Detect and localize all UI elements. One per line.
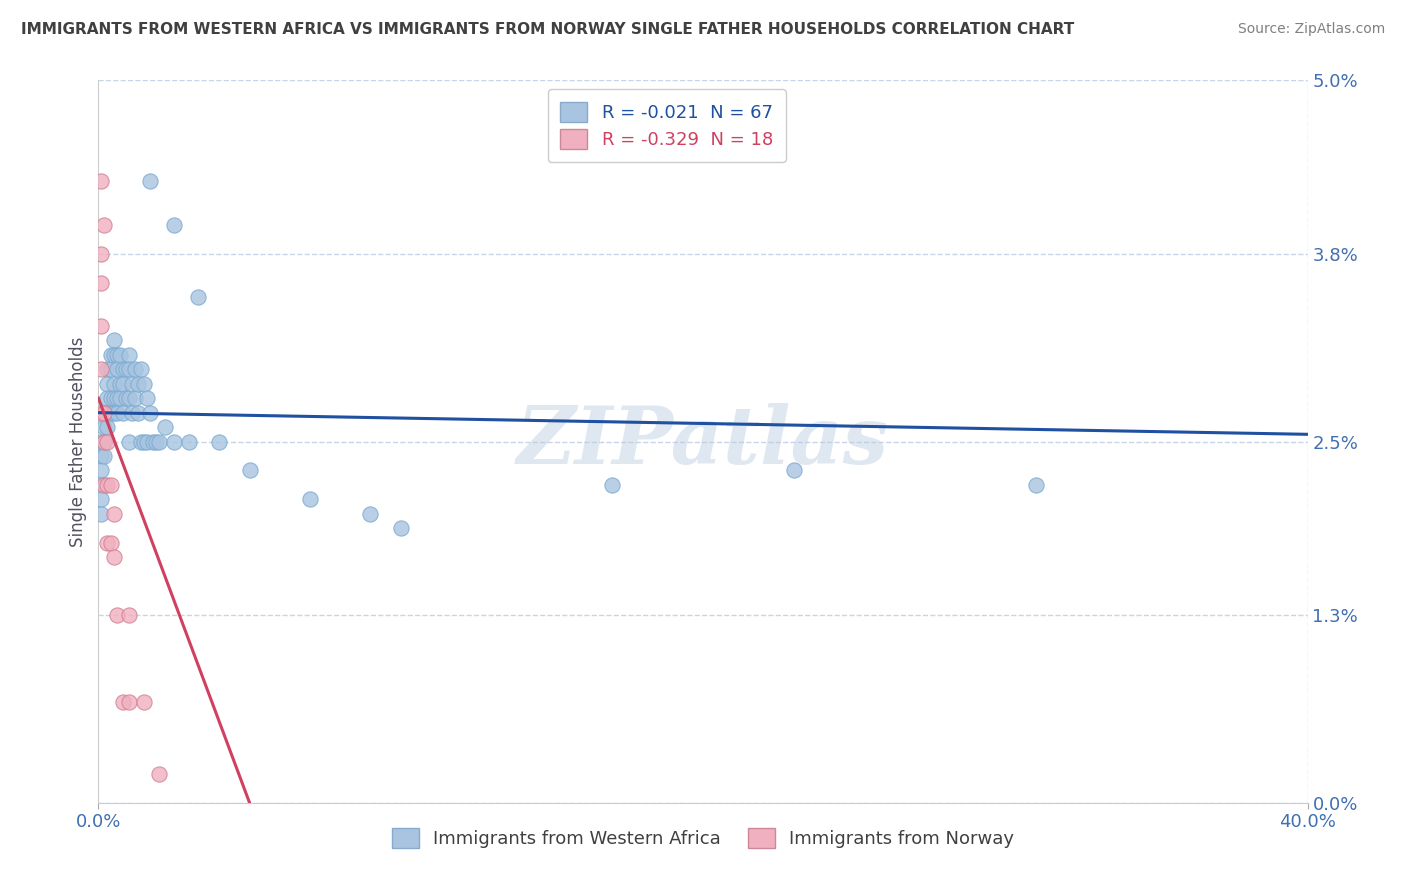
- Point: [90, 478, 112, 492]
- Point: [187, 290, 209, 304]
- Point: [90, 434, 112, 449]
- Point: [90, 449, 112, 463]
- Point: [111, 695, 134, 709]
- Point: [139, 174, 162, 188]
- Point: [93, 406, 115, 420]
- Point: [103, 507, 125, 521]
- Point: [118, 607, 141, 622]
- Point: [96, 478, 118, 492]
- Point: [93, 434, 115, 449]
- Point: [389, 521, 412, 535]
- Point: [129, 362, 152, 376]
- Point: [108, 391, 131, 405]
- Point: [105, 348, 128, 362]
- Point: [103, 391, 125, 405]
- Point: [103, 550, 125, 565]
- Point: [100, 406, 122, 420]
- Point: [90, 362, 112, 376]
- Point: [127, 376, 149, 391]
- Point: [93, 434, 115, 449]
- Point: [127, 406, 149, 420]
- Point: [105, 391, 128, 405]
- Point: [132, 434, 155, 449]
- Point: [153, 420, 176, 434]
- Point: [103, 406, 125, 420]
- Point: [132, 376, 155, 391]
- Point: [139, 406, 162, 420]
- Point: [90, 318, 112, 333]
- Point: [783, 463, 806, 477]
- Point: [100, 535, 122, 549]
- Point: [118, 434, 141, 449]
- Point: [239, 463, 262, 477]
- Point: [148, 767, 170, 781]
- Point: [163, 218, 186, 232]
- Text: ZIPatlas: ZIPatlas: [517, 403, 889, 480]
- Point: [93, 449, 115, 463]
- Point: [135, 434, 157, 449]
- Point: [105, 607, 128, 622]
- Point: [111, 406, 134, 420]
- Point: [90, 246, 112, 260]
- Point: [90, 492, 112, 507]
- Point: [90, 276, 112, 290]
- Text: IMMIGRANTS FROM WESTERN AFRICA VS IMMIGRANTS FROM NORWAY SINGLE FATHER HOUSEHOLD: IMMIGRANTS FROM WESTERN AFRICA VS IMMIGR…: [21, 22, 1074, 37]
- Point: [135, 391, 157, 405]
- Point: [118, 695, 141, 709]
- Point: [360, 507, 382, 521]
- Point: [1024, 478, 1046, 492]
- Point: [111, 362, 134, 376]
- Point: [100, 362, 122, 376]
- Point: [114, 362, 136, 376]
- Point: [96, 406, 118, 420]
- Text: Source: ZipAtlas.com: Source: ZipAtlas.com: [1237, 22, 1385, 37]
- Point: [90, 174, 112, 188]
- Y-axis label: Single Father Households: Single Father Households: [69, 336, 87, 547]
- Point: [90, 463, 112, 477]
- Point: [129, 434, 152, 449]
- Point: [90, 406, 112, 420]
- Point: [103, 348, 125, 362]
- Point: [96, 391, 118, 405]
- Point: [299, 492, 322, 507]
- Legend: Immigrants from Western Africa, Immigrants from Norway: Immigrants from Western Africa, Immigran…: [381, 817, 1025, 859]
- Point: [118, 362, 141, 376]
- Point: [103, 376, 125, 391]
- Point: [602, 478, 624, 492]
- Point: [108, 348, 131, 362]
- Point: [163, 434, 186, 449]
- Point: [93, 420, 115, 434]
- Point: [124, 391, 146, 405]
- Point: [179, 434, 201, 449]
- Point: [108, 376, 131, 391]
- Point: [208, 434, 231, 449]
- Point: [93, 218, 115, 232]
- Point: [148, 434, 170, 449]
- Point: [103, 334, 125, 348]
- Point: [93, 478, 115, 492]
- Point: [114, 391, 136, 405]
- Point: [132, 695, 155, 709]
- Point: [100, 478, 122, 492]
- Point: [96, 376, 118, 391]
- Point: [96, 434, 118, 449]
- Point: [121, 376, 143, 391]
- Point: [145, 434, 167, 449]
- Point: [90, 507, 112, 521]
- Point: [124, 362, 146, 376]
- Point: [100, 348, 122, 362]
- Point: [96, 420, 118, 434]
- Point: [96, 362, 118, 376]
- Point: [96, 535, 118, 549]
- Point: [121, 406, 143, 420]
- Point: [118, 348, 141, 362]
- Point: [105, 406, 128, 420]
- Point: [111, 376, 134, 391]
- Point: [142, 434, 165, 449]
- Point: [93, 406, 115, 420]
- Point: [105, 362, 128, 376]
- Point: [118, 391, 141, 405]
- Point: [100, 391, 122, 405]
